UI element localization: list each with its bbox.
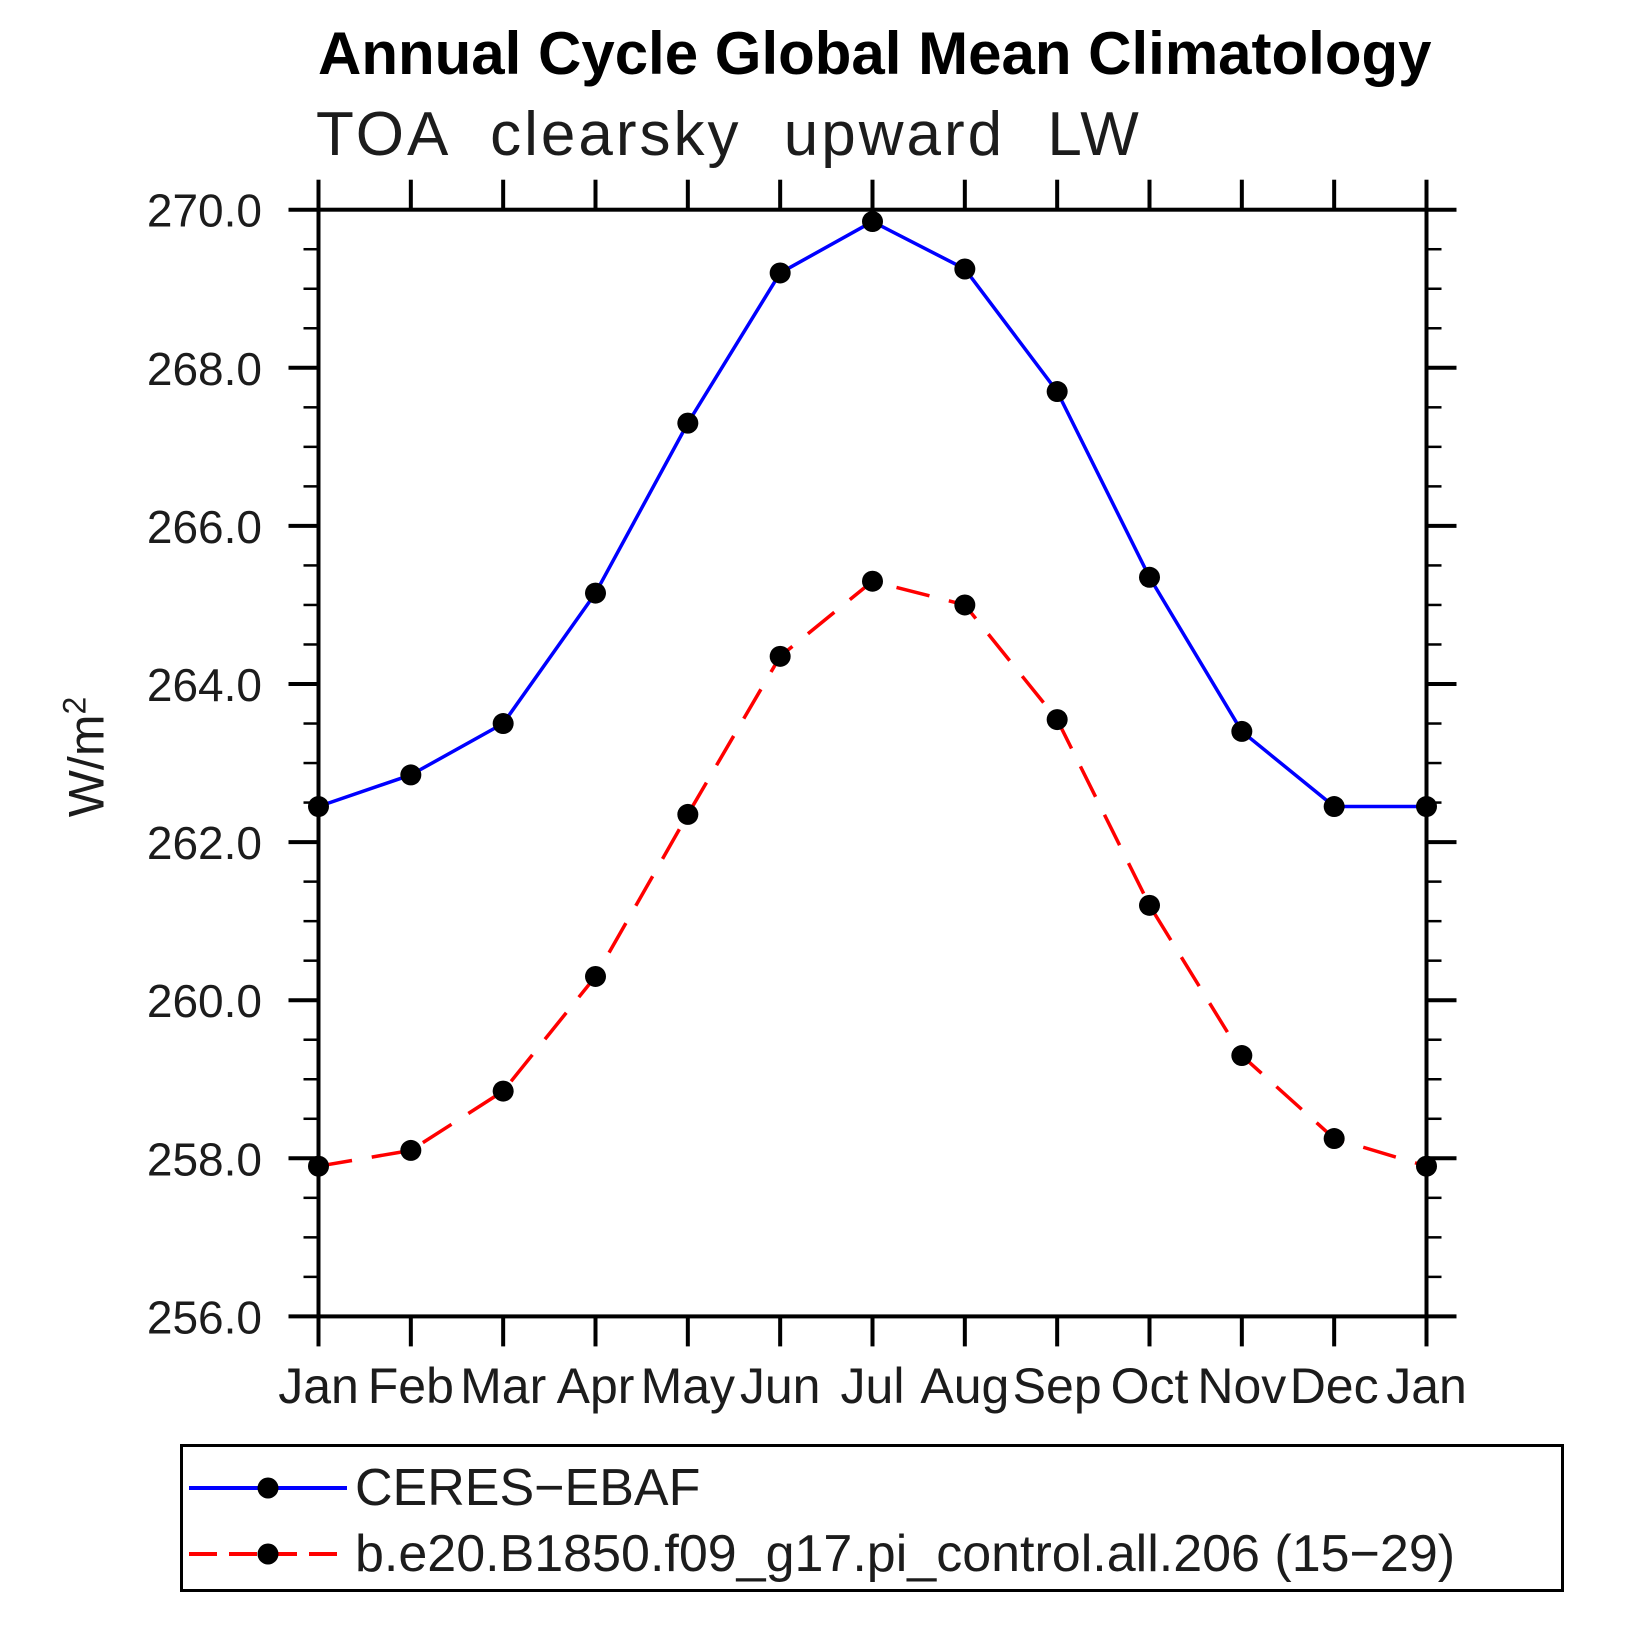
data-point-marker-series-0: [954, 258, 976, 280]
x-axis-tick-label: Jul: [841, 1358, 905, 1414]
legend-item-ceres-ebaf: CERES−EBAF: [189, 1459, 701, 1517]
x-axis-tick-label: May: [641, 1358, 735, 1414]
legend-sample-marker: [257, 1543, 279, 1565]
legend-sample-line-ceres-ebaf: [189, 1477, 347, 1499]
x-axis-tick-label: Jun: [740, 1358, 821, 1414]
legend-item-model-run: b.e20.B1850.f09_g17.pi_control.all.206 (…: [189, 1525, 1456, 1583]
legend-sample-marker: [257, 1477, 279, 1499]
x-axis-tick-label: Nov: [1197, 1358, 1286, 1414]
data-point-marker-series-0: [1231, 720, 1253, 742]
data-point-marker-series-1: [308, 1155, 329, 1177]
y-axis-tick-label: 258.0: [147, 1133, 262, 1185]
data-point-marker-series-1: [954, 594, 976, 616]
y-axis-tick-label: 264.0: [147, 659, 262, 711]
legend: CERES−EBAF b.e20.B1850.f09_g17.pi_contro…: [180, 1444, 1564, 1592]
data-point-marker-series-0: [769, 262, 791, 284]
y-axis-tick-label: 268.0: [147, 343, 262, 395]
x-axis-tick-label: Apr: [557, 1358, 635, 1414]
data-point-marker-series-0: [400, 764, 422, 786]
chart-subtitle: TOA clearsky upward LW: [316, 100, 1142, 169]
data-point-marker-series-0: [1139, 566, 1160, 588]
data-point-marker-series-1: [585, 965, 606, 987]
data-point-marker-series-1: [769, 645, 791, 667]
data-point-marker-series-1: [1323, 1128, 1345, 1150]
x-axis-tick-label: Oct: [1111, 1358, 1189, 1414]
data-point-marker-series-1: [400, 1139, 422, 1161]
data-point-marker-series-0: [492, 713, 514, 735]
x-axis-tick-label: Dec: [1290, 1358, 1379, 1414]
y-axis-tick-label: 256.0: [147, 1291, 262, 1343]
data-point-marker-series-1: [1231, 1045, 1253, 1067]
data-point-marker-series-1: [1046, 709, 1068, 731]
series-line-1: [318, 579, 1428, 1168]
x-axis-tick-label: Aug: [920, 1358, 1009, 1414]
data-point-marker-series-0: [585, 582, 606, 604]
data-point-marker-series-1: [1416, 1155, 1437, 1177]
legend-label-ceres-ebaf: CERES−EBAF: [355, 1459, 701, 1517]
x-axis-tick-label: Feb: [368, 1358, 454, 1414]
y-axis-tick-label: 266.0: [147, 501, 262, 553]
x-axis-tick-label: Jan: [1386, 1358, 1467, 1414]
series-line-0: [317, 219, 1427, 809]
y-axis-tick-label: 260.0: [147, 975, 262, 1027]
x-axis-tick-label: Sep: [1013, 1358, 1102, 1414]
x-axis-tick-label: Mar: [460, 1358, 546, 1414]
y-axis-tick-label: 262.0: [147, 817, 262, 869]
x-axis-tick-label: Jan: [278, 1358, 359, 1414]
data-point-marker-series-0: [1416, 796, 1437, 818]
data-point-marker-series-1: [492, 1080, 514, 1102]
legend-label-model-run: b.e20.B1850.f09_g17.pi_control.all.206 (…: [355, 1525, 1456, 1583]
data-point-marker-series-0: [1323, 796, 1345, 818]
data-point-marker-series-0: [677, 412, 699, 434]
data-point-marker-series-0: [862, 211, 883, 233]
data-point-marker-series-1: [1139, 894, 1160, 916]
legend-sample-line-model-run: [189, 1543, 347, 1565]
data-point-marker-series-1: [862, 570, 883, 592]
plot-frame: [316, 207, 1429, 1319]
chart-title: Annual Cycle Global Mean Climatology: [318, 20, 1432, 87]
data-point-marker-series-0: [1046, 381, 1068, 403]
data-point-marker-series-0: [308, 796, 329, 818]
data-point-marker-series-1: [677, 803, 699, 825]
y-axis-tick-label: 270.0: [147, 185, 262, 237]
